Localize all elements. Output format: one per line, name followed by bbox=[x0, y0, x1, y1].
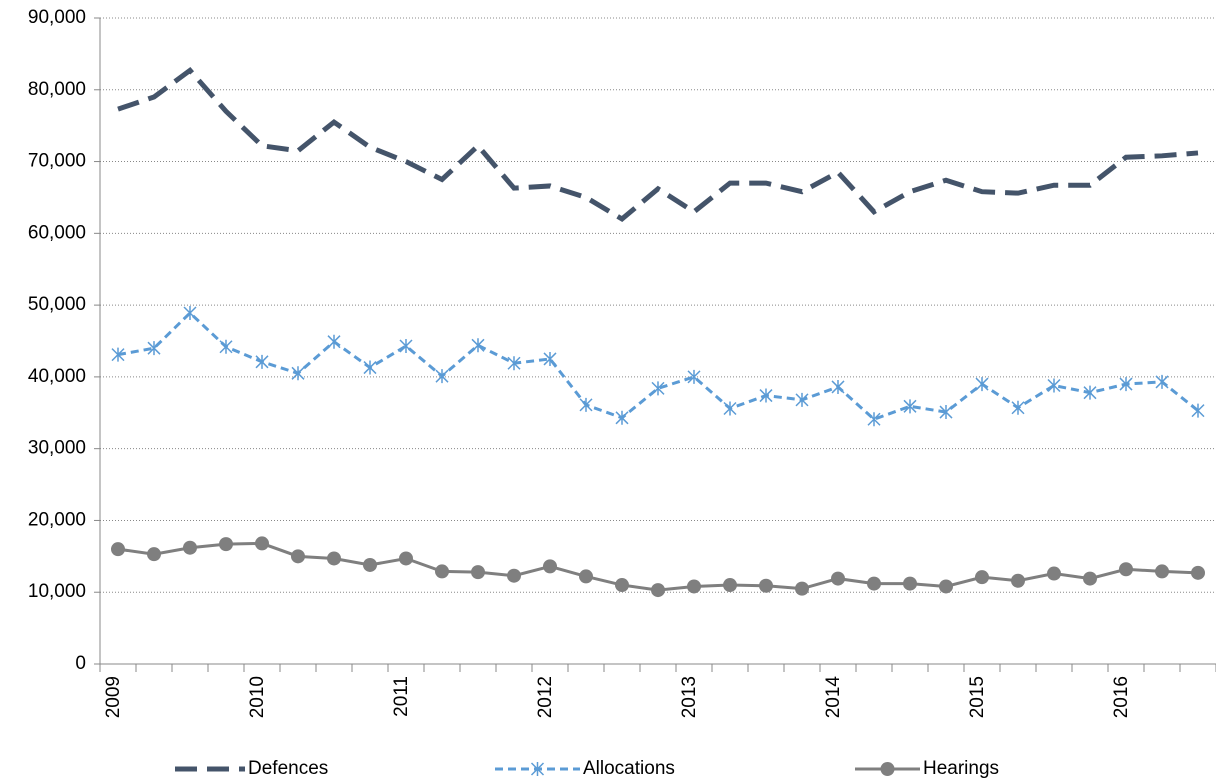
marker bbox=[903, 399, 917, 414]
marker bbox=[1083, 385, 1097, 400]
marker bbox=[1119, 377, 1133, 392]
marker bbox=[1011, 400, 1025, 415]
marker bbox=[831, 571, 845, 586]
marker bbox=[975, 377, 989, 392]
marker bbox=[579, 569, 593, 584]
y-tick-label: 70,000 bbox=[28, 151, 86, 172]
marker bbox=[291, 366, 305, 381]
y-tick-label: 0 bbox=[75, 653, 86, 674]
marker bbox=[723, 578, 737, 593]
marker bbox=[1155, 374, 1169, 389]
marker bbox=[880, 762, 895, 776]
series-line bbox=[117, 310, 1199, 421]
x-tick-label: 2011 bbox=[391, 676, 412, 717]
y-tick-label: 50,000 bbox=[28, 294, 86, 315]
y-tick-label: 80,000 bbox=[28, 79, 86, 100]
marker bbox=[1191, 565, 1205, 580]
x-tick-label: 2012 bbox=[535, 676, 556, 718]
marker bbox=[1011, 573, 1025, 588]
y-tick-label: 30,000 bbox=[28, 438, 86, 459]
marker bbox=[543, 351, 557, 366]
marker bbox=[759, 578, 773, 593]
marker bbox=[471, 338, 485, 353]
marker bbox=[795, 392, 809, 407]
marker bbox=[327, 334, 341, 349]
x-tick-label: 2014 bbox=[823, 676, 844, 719]
marker bbox=[219, 339, 233, 354]
y-tick-label: 40,000 bbox=[28, 366, 86, 387]
marker bbox=[651, 381, 665, 396]
marker bbox=[183, 306, 197, 321]
marker bbox=[867, 412, 881, 427]
marker bbox=[831, 379, 845, 394]
x-tick-label: 2016 bbox=[1111, 676, 1132, 718]
x-tick-label: 2009 bbox=[103, 676, 124, 718]
marker bbox=[615, 578, 629, 593]
marker bbox=[291, 549, 305, 564]
marker bbox=[651, 583, 665, 598]
y-tick-label: 90,000 bbox=[28, 7, 86, 28]
marker bbox=[363, 557, 377, 572]
marker bbox=[975, 570, 989, 585]
marker bbox=[1119, 562, 1133, 577]
marker bbox=[543, 559, 557, 574]
legend-label: Allocations bbox=[583, 758, 675, 779]
x-tick-label: 2010 bbox=[247, 676, 268, 718]
marker bbox=[147, 547, 161, 562]
marker bbox=[219, 537, 233, 552]
marker bbox=[1155, 564, 1169, 579]
marker bbox=[687, 579, 701, 594]
marker bbox=[255, 536, 269, 551]
marker bbox=[579, 397, 593, 412]
marker bbox=[471, 565, 485, 580]
y-tick-label: 10,000 bbox=[28, 581, 86, 602]
legend-label: Hearings bbox=[923, 758, 999, 779]
marker bbox=[507, 356, 521, 371]
marker bbox=[939, 405, 953, 420]
x-tick-label: 2015 bbox=[967, 676, 988, 718]
marker bbox=[795, 581, 809, 596]
marker bbox=[435, 369, 449, 384]
marker bbox=[687, 369, 701, 384]
marker bbox=[111, 347, 125, 362]
marker bbox=[255, 354, 269, 369]
marker bbox=[759, 388, 773, 403]
marker bbox=[111, 542, 125, 557]
marker bbox=[327, 551, 341, 566]
marker bbox=[1191, 403, 1205, 418]
marker bbox=[939, 579, 953, 594]
legend-label: Defences bbox=[248, 758, 328, 779]
marker bbox=[183, 540, 197, 555]
marker bbox=[147, 341, 161, 356]
marker bbox=[1047, 566, 1061, 581]
marker bbox=[530, 762, 545, 776]
marker bbox=[1083, 571, 1097, 586]
marker bbox=[363, 360, 377, 375]
marker bbox=[507, 568, 521, 583]
y-tick-label: 60,000 bbox=[28, 222, 86, 243]
series-line bbox=[117, 67, 1199, 223]
marker bbox=[435, 564, 449, 579]
marker bbox=[399, 551, 413, 566]
marker bbox=[867, 576, 881, 591]
marker bbox=[1047, 378, 1061, 393]
marker bbox=[903, 576, 917, 591]
marker bbox=[615, 410, 629, 425]
y-tick-label: 20,000 bbox=[28, 509, 86, 530]
marker bbox=[723, 401, 737, 416]
x-tick-label: 2013 bbox=[679, 676, 700, 718]
marker bbox=[399, 339, 413, 354]
